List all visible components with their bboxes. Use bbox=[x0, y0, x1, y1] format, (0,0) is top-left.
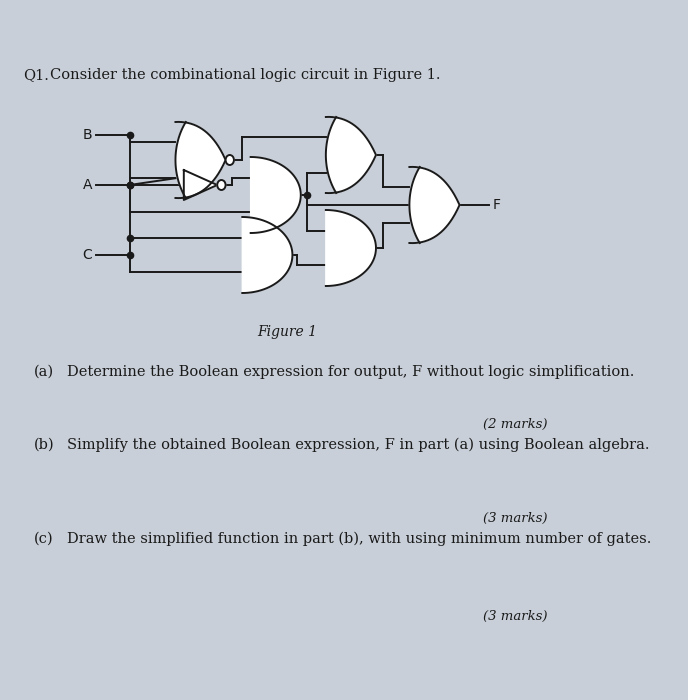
Text: (3 marks): (3 marks) bbox=[483, 512, 547, 525]
Circle shape bbox=[226, 155, 234, 165]
Circle shape bbox=[217, 180, 226, 190]
Polygon shape bbox=[326, 117, 376, 193]
Text: Draw the simplified function in part (b), with using minimum number of gates.: Draw the simplified function in part (b)… bbox=[67, 532, 652, 547]
Polygon shape bbox=[250, 157, 301, 233]
Text: F: F bbox=[493, 198, 501, 212]
Text: Determine the Boolean expression for output, F without logic simplification.: Determine the Boolean expression for out… bbox=[67, 365, 634, 379]
Text: (b): (b) bbox=[34, 438, 54, 452]
Text: C: C bbox=[82, 248, 92, 262]
Polygon shape bbox=[242, 217, 292, 293]
Text: Simplify the obtained Boolean expression, F in part (a) using Boolean algebra.: Simplify the obtained Boolean expression… bbox=[67, 438, 649, 452]
Text: A: A bbox=[83, 178, 92, 192]
Text: Figure 1: Figure 1 bbox=[257, 325, 317, 339]
Text: (c): (c) bbox=[34, 532, 53, 546]
Text: (a): (a) bbox=[34, 365, 54, 379]
Polygon shape bbox=[326, 210, 376, 286]
Text: Q1.: Q1. bbox=[23, 68, 50, 82]
Text: (3 marks): (3 marks) bbox=[483, 610, 547, 623]
Text: B: B bbox=[83, 128, 92, 142]
Text: (2 marks): (2 marks) bbox=[483, 418, 547, 431]
Text: Consider the combinational logic circuit in Figure 1.: Consider the combinational logic circuit… bbox=[50, 68, 440, 82]
Polygon shape bbox=[409, 167, 460, 243]
Polygon shape bbox=[175, 122, 226, 198]
Polygon shape bbox=[184, 170, 217, 200]
